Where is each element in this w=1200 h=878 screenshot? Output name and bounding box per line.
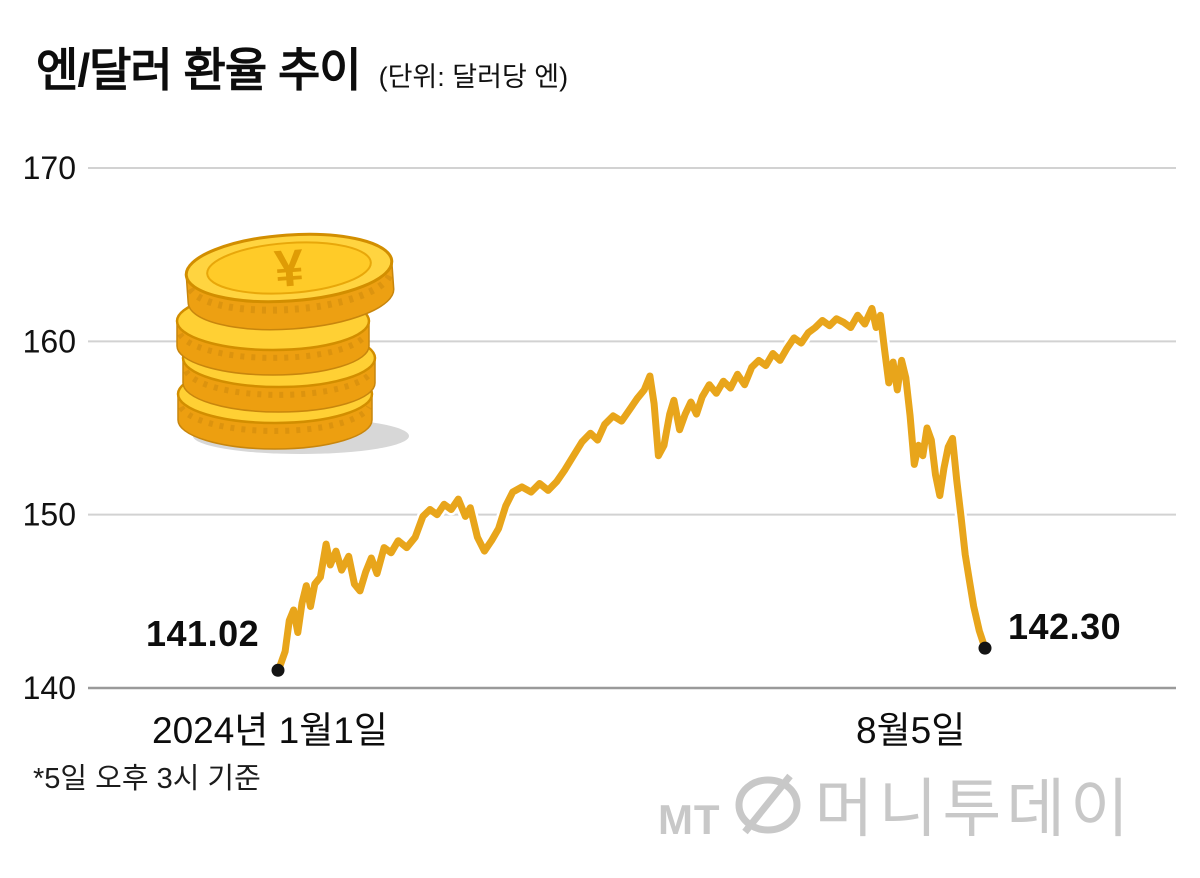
end-value-label: 142.30 <box>1008 606 1122 647</box>
yen-coin-stack-illustration: ¥ <box>175 232 409 454</box>
coin-top: ¥ <box>184 232 395 331</box>
publisher-watermark: MT 머니투데이 <box>658 758 1134 850</box>
x-axis-label-start: 2024년 1월1일 <box>152 710 388 751</box>
end-point-marker <box>978 641 992 655</box>
mt-logo-icon <box>735 773 801 835</box>
chart-header: 엔/달러 환율 추이 (단위: 달러당 엔) <box>36 34 568 100</box>
y-tick-label-160: 160 <box>23 323 76 359</box>
x-axis-label-end: 8월5일 <box>856 710 966 751</box>
start-value-label: 141.02 <box>146 613 260 654</box>
mt-logo-text: MT <box>657 796 721 843</box>
y-tick-label-170: 170 <box>23 150 76 186</box>
rate-line <box>274 304 989 674</box>
chart-unit-label: (단위: 달러당 엔) <box>378 62 569 92</box>
footnote: *5일 오후 3시 기준 <box>33 763 261 795</box>
chart-title: 엔/달러 환율 추이 <box>36 44 362 96</box>
yen-symbol: ¥ <box>273 239 306 299</box>
start-point-marker <box>271 663 285 677</box>
y-tick-label-150: 150 <box>23 497 76 533</box>
y-tick-label-140: 140 <box>23 670 76 706</box>
publisher-name: 머니투데이 <box>814 773 1134 845</box>
